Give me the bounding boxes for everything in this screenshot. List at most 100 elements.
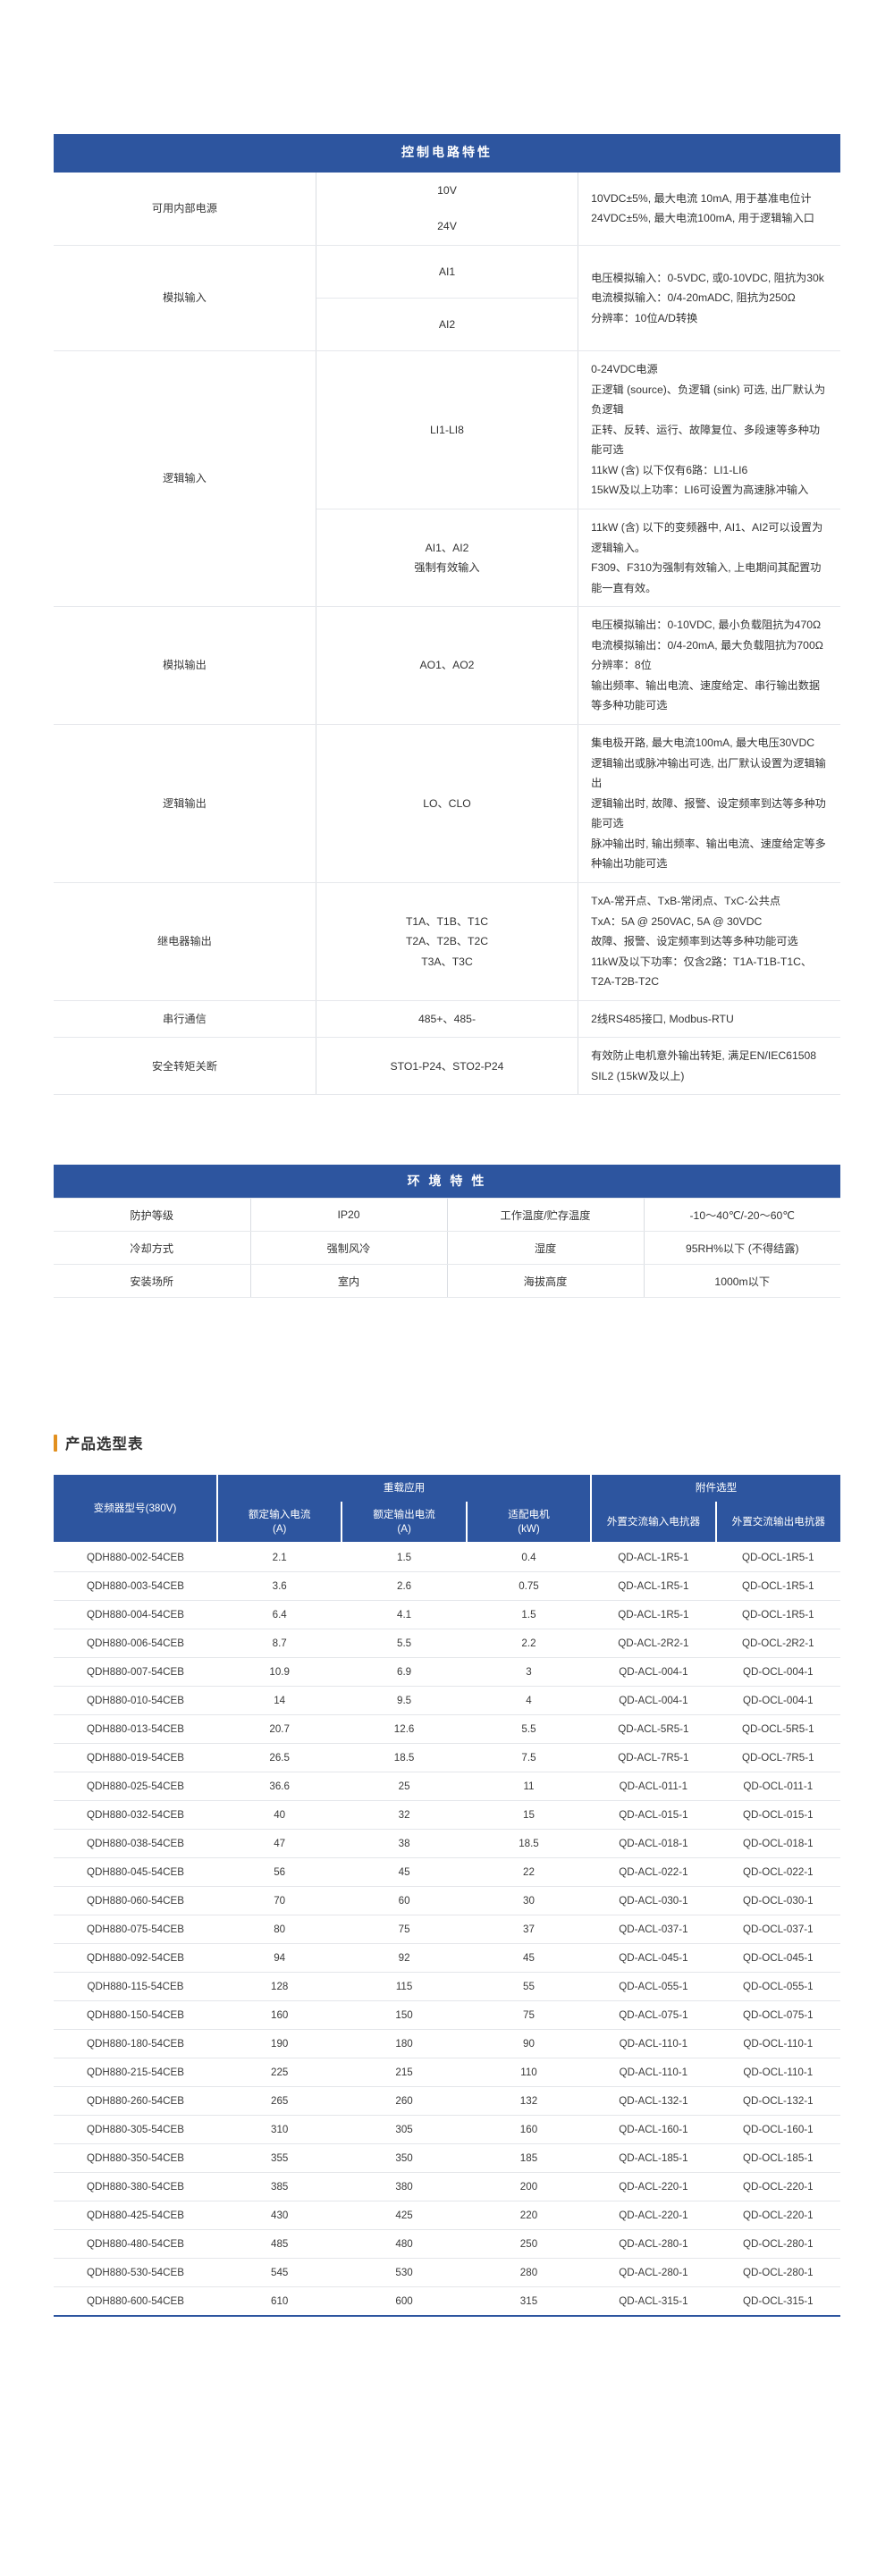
table-row: QDH880-010-54CEB 14 9.5 4 QD-ACL-004-1 QD-OCL… xyxy=(54,1686,840,1716)
env-value-temperature: -10～40℃/-20～60℃ xyxy=(644,1198,840,1233)
cell-model: QDH880-350-54CEB xyxy=(54,2143,217,2174)
cell-ac-input-reactor: QD-ACL-110-1 xyxy=(591,2058,716,2088)
cell-rated-output-current: 380 xyxy=(342,2172,467,2202)
cell-ac-output-reactor: QD-OCL-7R5-1 xyxy=(715,1743,840,1773)
cell-motor-power: 160 xyxy=(466,2115,592,2145)
cell-rated-output-current: 425 xyxy=(342,2201,467,2231)
cell-model: QDH880-032-54CEB xyxy=(54,1800,217,1831)
cell-model: QDH880-092-54CEB xyxy=(54,1943,217,1974)
table-row: QDH880-003-54CEB 3.6 2.6 0.75 QD-ACL-1R5-1 QD… xyxy=(54,1571,840,1602)
cell-model: QDH880-002-54CEB xyxy=(54,1543,217,1573)
table-row: 串行通信 485+、485- 2线RS485接口, Modbus-RTU xyxy=(54,1000,840,1039)
table-row: QDH880-425-54CEB 430 425 220 QD-ACL-220-1 QD-… xyxy=(54,2201,840,2231)
cell-rated-output-current: 9.5 xyxy=(342,1686,467,1716)
cell-rated-input-current: 14 xyxy=(217,1686,342,1716)
table-row: QDH880-215-54CEB 225 215 110 QD-ACL-110-1 QD-… xyxy=(54,2058,840,2088)
desc-safe-torque-off: 有效防止电机意外输出转矩, 满足EN/IEC61508 SIL2 (15kW及以… xyxy=(578,1037,840,1096)
cell-ac-output-reactor: QD-OCL-075-1 xyxy=(715,2000,840,2031)
row-label-analog-input: 模拟输入 xyxy=(54,245,316,352)
cell-motor-power: 75 xyxy=(466,2000,592,2031)
terminal-24v: 24V xyxy=(316,208,579,247)
desc-logic-output: 集电极开路, 最大电流100mA, 最大电压30VDC 逻辑输出或脉冲输出可选,… xyxy=(578,724,840,883)
cell-motor-power: 22 xyxy=(466,1857,592,1888)
table-row: QDH880-045-54CEB 56 45 22 QD-ACL-022-1 QD-OCL… xyxy=(54,1857,840,1888)
table-row: AI1、AI2 强制有效输入 11kW (含) 以下的变频器中, AI1、AI2… xyxy=(54,509,840,608)
env-key-temperature: 工作温度/贮存温度 xyxy=(447,1198,645,1233)
cell-rated-input-current: 355 xyxy=(217,2143,342,2174)
cell-ac-input-reactor: QD-ACL-022-1 xyxy=(591,1857,716,1888)
cell-model: QDH880-038-54CEB xyxy=(54,1829,217,1859)
table-row: QDH880-150-54CEB 160 150 75 QD-ACL-075-1 QD-O… xyxy=(54,2000,840,2031)
cell-motor-power: 280 xyxy=(466,2258,592,2288)
cell-rated-input-current: 36.6 xyxy=(217,1772,342,1802)
env-key-humidity: 湿度 xyxy=(447,1231,645,1266)
table-row: QDH880-002-54CEB 2.1 1.5 0.4 QD-ACL-1R5-1 QD-… xyxy=(54,1543,840,1573)
desc-analog-input: 电压模拟输入：0-5VDC, 或0-10VDC, 阻抗为30k 电流模拟输入：0… xyxy=(578,245,840,352)
control-circuit-table-title: 控制电路特性 xyxy=(54,134,840,173)
cell-motor-power: 15 xyxy=(466,1800,592,1831)
cell-ac-input-reactor: QD-ACL-1R5-1 xyxy=(591,1600,716,1630)
cell-rated-output-current: 5.5 xyxy=(342,1629,467,1659)
table-row: QDH880-007-54CEB 10.9 6.9 3 QD-ACL-004-1 QD-O… xyxy=(54,1657,840,1688)
control-circuit-table: 控制电路特性 可用内部电源 10V 10VDC±5%, 最大电流 10mA, 用… xyxy=(54,134,840,1096)
cell-ac-input-reactor: QD-ACL-280-1 xyxy=(591,2258,716,2288)
cell-rated-output-current: 530 xyxy=(342,2258,467,2288)
table-header-row-sub: 额定输入电流 (A) 额定输出电流 (A) 适配电机 (kW) 外置交流输入电抗… xyxy=(54,1502,840,1545)
cell-ac-output-reactor: QD-OCL-5R5-1 xyxy=(715,1714,840,1745)
terminal-relay: T1A、T1B、T1C T2A、T2B、T2C T3A、T3C xyxy=(316,882,579,1001)
cell-rated-output-current: 350 xyxy=(342,2143,467,2174)
desc-serial-comm: 2线RS485接口, Modbus-RTU xyxy=(578,1000,840,1039)
cell-motor-power: 132 xyxy=(466,2086,592,2117)
table-row: QDH880-092-54CEB 94 92 45 QD-ACL-045-1 QD-OCL… xyxy=(54,1943,840,1974)
spacer-before-selection xyxy=(54,1298,840,1432)
col-header-motor-power-unit: (kW) xyxy=(518,1522,540,1535)
cell-ac-input-reactor: QD-ACL-030-1 xyxy=(591,1886,716,1916)
cell-rated-input-current: 310 xyxy=(217,2115,342,2145)
cell-rated-input-current: 610 xyxy=(217,2286,342,2318)
cell-ac-input-reactor: QD-ACL-280-1 xyxy=(591,2229,716,2260)
cell-rated-output-current: 600 xyxy=(342,2286,467,2318)
section-title: 产品选型表 xyxy=(65,1436,144,1453)
cell-ac-output-reactor: QD-OCL-011-1 xyxy=(715,1772,840,1802)
cell-rated-input-current: 225 xyxy=(217,2058,342,2088)
environment-table-title: 环 境 特 性 xyxy=(54,1165,840,1200)
cell-rated-input-current: 26.5 xyxy=(217,1743,342,1773)
table-row: QDH880-004-54CEB 6.4 4.1 1.5 QD-ACL-1R5-1 QD-… xyxy=(54,1600,840,1630)
cell-ac-output-reactor: QD-OCL-280-1 xyxy=(715,2258,840,2288)
cell-ac-output-reactor: QD-OCL-022-1 xyxy=(715,1857,840,1888)
row-label-logic-output: 逻辑输出 xyxy=(54,724,316,883)
env-key-altitude: 海拔高度 xyxy=(447,1264,645,1299)
cell-model: QDH880-530-54CEB xyxy=(54,2258,217,2288)
cell-model: QDH880-060-54CEB xyxy=(54,1886,217,1916)
table-header-row-group: 变频器型号(380V) 重载应用 附件选型 xyxy=(54,1475,840,1545)
cell-rated-output-current: 260 xyxy=(342,2086,467,2117)
col-header-rated-output-current-unit: (A) xyxy=(397,1522,411,1535)
cell-ac-input-reactor: QD-ACL-220-1 xyxy=(591,2201,716,2231)
cell-ac-input-reactor: QD-ACL-015-1 xyxy=(591,1800,716,1831)
cell-rated-input-current: 8.7 xyxy=(217,1629,342,1659)
cell-ac-input-reactor: QD-ACL-5R5-1 xyxy=(591,1714,716,1745)
cell-rated-output-current: 45 xyxy=(342,1857,467,1888)
cell-rated-output-current: 150 xyxy=(342,2000,467,2031)
terminal-ai1: AI1 xyxy=(316,245,579,299)
cell-ac-output-reactor: QD-OCL-055-1 xyxy=(715,1972,840,2002)
cell-rated-output-current: 6.9 xyxy=(342,1657,467,1688)
terminal-ao1-ao2: AO1、AO2 xyxy=(316,606,579,726)
terminal-lo-clo: LO、CLO xyxy=(316,724,579,883)
env-value-install-site: 室内 xyxy=(250,1264,448,1299)
cell-model: QDH880-019-54CEB xyxy=(54,1743,217,1773)
cell-motor-power: 45 xyxy=(466,1943,592,1974)
cell-ac-output-reactor: QD-OCL-220-1 xyxy=(715,2201,840,2231)
cell-ac-input-reactor: QD-ACL-055-1 xyxy=(591,1972,716,2002)
cell-ac-output-reactor: QD-OCL-004-1 xyxy=(715,1657,840,1688)
cell-ac-input-reactor: QD-ACL-132-1 xyxy=(591,2086,716,2117)
table-row: QDH880-006-54CEB 8.7 5.5 2.2 QD-ACL-2R2-1 QD-… xyxy=(54,1629,840,1659)
cell-motor-power: 220 xyxy=(466,2201,592,2231)
cell-model: QDH880-380-54CEB xyxy=(54,2172,217,2202)
cell-rated-input-current: 80 xyxy=(217,1915,342,1945)
cell-ac-output-reactor: QD-OCL-018-1 xyxy=(715,1829,840,1859)
cell-rated-output-current: 4.1 xyxy=(342,1600,467,1630)
desc-relay-output: TxA-常开点、TxB-常闭点、TxC-公共点 TxA：5A @ 250VAC,… xyxy=(578,882,840,1001)
table-row: QDH880-260-54CEB 265 260 132 QD-ACL-132-1 QD-… xyxy=(54,2086,840,2117)
